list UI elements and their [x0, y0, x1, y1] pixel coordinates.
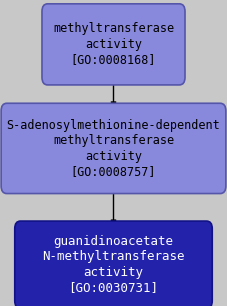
Text: guanidinoacetate
N-methyltransferase
activity
[GO:0030731]: guanidinoacetate N-methyltransferase act… [42, 235, 185, 294]
Text: S-adenosylmethionine-dependent
methyltransferase
activity
[GO:0008757]: S-adenosylmethionine-dependent methyltra… [7, 119, 220, 178]
Text: methyltransferase
activity
[GO:0008168]: methyltransferase activity [GO:0008168] [53, 22, 174, 66]
FancyBboxPatch shape [1, 103, 226, 194]
FancyBboxPatch shape [15, 221, 212, 306]
FancyBboxPatch shape [42, 4, 185, 85]
